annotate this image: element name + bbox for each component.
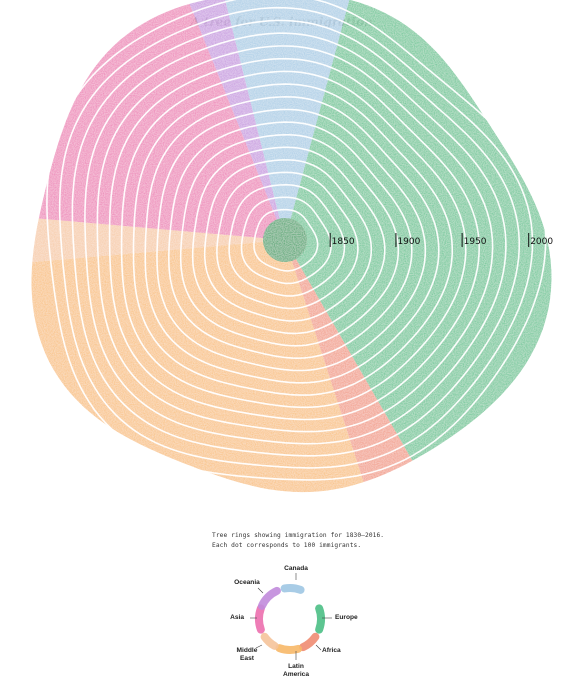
sector-canada (207, 0, 368, 240)
sector-oceania (165, 0, 285, 240)
ring-line (108, 57, 481, 421)
legend-label: Canada (284, 565, 308, 572)
legend-leader-line (315, 644, 322, 651)
year-marker-label: 1850 (332, 237, 355, 247)
ring-lines (46, 0, 547, 481)
ring-line (167, 121, 413, 360)
ring-line (179, 134, 400, 347)
year-marker-label: 1900 (397, 237, 420, 247)
ring-line (46, 0, 547, 481)
ring-line (240, 196, 332, 285)
legend-leader-line (257, 587, 264, 594)
legend-label: Africa (322, 647, 341, 654)
legend-label: East (240, 655, 255, 662)
year-markers: 1850 1900 1950 2000 (329, 233, 553, 247)
ring-line (191, 146, 386, 335)
legend-leader-line (255, 644, 263, 649)
ring-line (132, 83, 454, 396)
legend-arc-oceania (257, 586, 281, 610)
legend-arc-latin-america (275, 644, 303, 654)
legend-arc-europe (315, 604, 325, 634)
year-marker-label: 1950 (464, 237, 487, 247)
ring-line (216, 171, 359, 310)
legend-arc-africa (299, 632, 320, 652)
legend-label: Oceania (234, 579, 260, 586)
legend-arc-asia (255, 604, 265, 634)
legend-label: Asia (230, 614, 244, 621)
legend-label: Latin (288, 663, 304, 670)
year-marker-label: 2000 (530, 237, 553, 247)
legend-label: Europe (335, 614, 358, 621)
legend-label: America (283, 671, 309, 678)
legend-arc-canada (280, 584, 305, 594)
ring-line (120, 70, 467, 409)
legend-arc-middle-east (260, 632, 279, 650)
sector-middle-east (31, 212, 285, 268)
ring-line (203, 159, 373, 322)
ring-line (96, 45, 494, 433)
ring-line (144, 95, 440, 384)
legend-label: Middle (237, 647, 258, 654)
tree-core (263, 218, 307, 262)
ring-line (253, 208, 319, 272)
caption-line-1: Tree rings showing immigration for 1830–… (212, 532, 385, 539)
ring-line (84, 32, 507, 445)
ring-line (58, 6, 534, 469)
ring-line (156, 108, 427, 372)
caption-line-2: Each dot corresponds to 100 immigrants. (212, 542, 362, 549)
ring-line (71, 19, 520, 457)
ring-line (228, 184, 346, 297)
